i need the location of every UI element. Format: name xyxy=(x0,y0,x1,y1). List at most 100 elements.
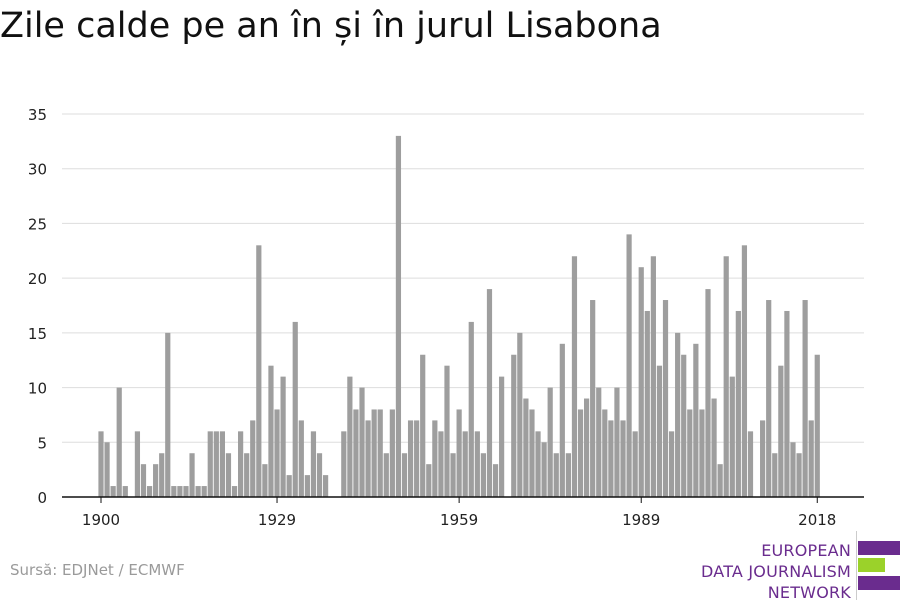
bar xyxy=(116,387,122,497)
bar xyxy=(438,431,444,497)
bar xyxy=(517,332,523,497)
bar xyxy=(584,398,590,497)
bar xyxy=(183,486,189,497)
bar xyxy=(802,300,808,497)
bar xyxy=(353,409,359,497)
bar xyxy=(432,420,438,497)
bar xyxy=(140,464,147,497)
bar xyxy=(529,409,535,497)
bar xyxy=(383,453,389,497)
bar xyxy=(110,486,116,497)
bar xyxy=(577,409,584,497)
y-tick-label: 35 xyxy=(28,106,47,124)
y-tick-label: 5 xyxy=(37,434,47,452)
bar xyxy=(389,409,395,497)
bar xyxy=(371,409,377,497)
bar xyxy=(626,234,632,497)
bar xyxy=(213,431,219,497)
bar xyxy=(535,431,541,497)
bar xyxy=(468,321,474,497)
logo-bar-middle xyxy=(858,558,885,572)
bar xyxy=(541,442,547,497)
bar xyxy=(341,431,347,497)
bar xyxy=(602,409,608,497)
gridlines xyxy=(62,113,864,443)
bar xyxy=(650,256,656,497)
bar xyxy=(711,398,717,497)
bar xyxy=(426,464,432,497)
bar xyxy=(268,365,274,497)
bar xyxy=(590,300,596,497)
bar xyxy=(401,453,408,497)
source-note: Sursă: EDJNet / ECMWF xyxy=(10,561,185,579)
bar xyxy=(492,464,499,497)
bar xyxy=(559,343,565,497)
bar xyxy=(675,332,681,497)
bar xyxy=(153,464,159,497)
logo-line-2: DATA JOURNALISM xyxy=(701,562,851,581)
x-tick-label: 1900 xyxy=(82,511,120,529)
bar xyxy=(225,453,232,497)
bar xyxy=(547,387,553,497)
bar xyxy=(687,409,693,497)
y-tick-labels: 0 5 10 15 20 25 30 35 xyxy=(28,106,47,507)
bar xyxy=(553,453,559,497)
x-tick-label: 1989 xyxy=(622,511,660,529)
bar xyxy=(414,420,420,497)
bar xyxy=(250,420,256,497)
bar xyxy=(286,475,292,497)
bar xyxy=(808,420,814,497)
x-ticks xyxy=(100,497,818,503)
y-tick-label: 0 xyxy=(37,489,47,507)
bar xyxy=(511,354,517,497)
bar xyxy=(644,310,650,497)
bar xyxy=(614,387,620,497)
bar xyxy=(656,365,663,497)
bar xyxy=(480,453,487,497)
bar xyxy=(146,486,153,497)
bar xyxy=(814,354,820,497)
bar xyxy=(662,300,669,497)
bar xyxy=(462,431,468,497)
bar xyxy=(444,365,450,497)
bars xyxy=(98,135,820,497)
bar xyxy=(790,442,796,497)
bar xyxy=(681,354,687,497)
bar xyxy=(347,376,353,497)
y-tick-label: 30 xyxy=(28,161,47,179)
bar xyxy=(165,332,171,497)
bar xyxy=(778,365,784,497)
bar xyxy=(668,431,675,497)
bar xyxy=(298,420,304,497)
bar xyxy=(772,453,778,497)
chart-title: Zile calde pe an în și în jurul Lisabona xyxy=(0,6,662,46)
bar xyxy=(620,420,626,497)
bar xyxy=(244,453,250,497)
bar xyxy=(316,453,323,497)
x-tick-label: 1959 xyxy=(440,511,478,529)
bar xyxy=(207,431,213,497)
x-tick-label: 2018 xyxy=(798,511,836,529)
bar xyxy=(699,409,705,497)
bar xyxy=(638,267,644,497)
bar xyxy=(238,431,244,497)
bar xyxy=(122,486,128,497)
logo-bar-top xyxy=(858,541,900,555)
y-tick-label: 20 xyxy=(28,270,47,288)
bar xyxy=(219,431,225,497)
bar xyxy=(231,486,238,497)
bar xyxy=(177,486,183,497)
bar xyxy=(98,431,104,497)
edjnet-logo-text: EUROPEAN DATA JOURNALISM NETWORK xyxy=(701,540,851,603)
bar xyxy=(104,442,110,497)
y-tick-label: 25 xyxy=(28,215,47,233)
bar xyxy=(134,431,141,497)
bar xyxy=(195,486,201,497)
bar xyxy=(359,387,365,497)
bar xyxy=(171,486,177,497)
bar xyxy=(760,420,766,497)
bar xyxy=(322,475,329,497)
bar xyxy=(201,486,207,497)
bar xyxy=(159,453,165,497)
